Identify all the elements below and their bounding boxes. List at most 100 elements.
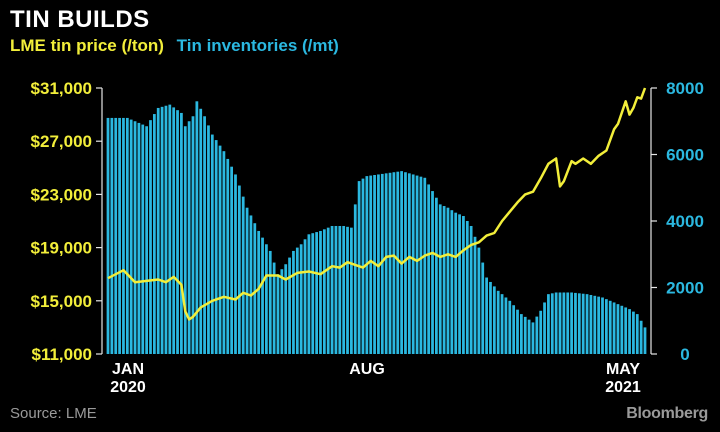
inventory-bar: [508, 300, 512, 354]
inventory-bar: [307, 234, 311, 354]
inventory-bar: [639, 320, 643, 354]
inventory-bar: [550, 293, 554, 354]
right-axis-tick-label: 2000: [666, 279, 704, 298]
inventory-bar: [519, 314, 523, 354]
inventory-bar: [145, 126, 149, 355]
inventory-bar: [338, 225, 342, 354]
left-axis-tick-label: $19,000: [31, 239, 92, 258]
right-axis-tick-label: 8000: [666, 79, 704, 98]
right-axis-tick-label: 0: [680, 345, 689, 364]
inventory-bar: [481, 262, 485, 354]
inventory-bar: [110, 117, 114, 355]
inventory-bar: [210, 134, 214, 354]
inventory-bar: [207, 125, 210, 354]
inventory-bar: [226, 158, 230, 354]
inventory-bar: [180, 112, 183, 354]
x-axis-tick-label: 2020: [110, 379, 146, 396]
inventory-bar: [295, 247, 299, 354]
inventory-bar: [585, 294, 589, 354]
inventory-bar: [172, 107, 176, 355]
inventory-bar: [407, 173, 411, 354]
inventory-bar: [547, 294, 550, 354]
inventory-bar: [597, 296, 601, 354]
inventory-bar: [350, 227, 353, 354]
inventory-bar: [465, 221, 469, 354]
inventory-bar: [477, 247, 481, 354]
inventory-bar: [164, 105, 168, 354]
inventory-bar: [535, 316, 539, 354]
inventory-bar: [353, 204, 357, 355]
inventory-bar: [388, 172, 392, 354]
inventory-bar: [392, 172, 396, 354]
inventory-bar: [492, 286, 496, 354]
inventory-bar: [635, 314, 639, 354]
inventory-bar: [114, 117, 118, 355]
inventory-bar: [527, 319, 531, 354]
inventory-bar: [643, 327, 647, 354]
legend-price-label: LME tin price (/ton): [10, 36, 164, 55]
inventory-bar: [577, 293, 581, 354]
inventory-bar: [118, 117, 121, 355]
inventory-bar: [122, 117, 125, 355]
inventory-bar: [500, 294, 504, 354]
inventory-bar: [129, 119, 133, 354]
inventory-bar: [245, 207, 249, 354]
bloomberg-logo: Bloomberg: [626, 405, 708, 422]
inventory-bar: [531, 322, 535, 354]
x-axis-tick-label: MAY: [606, 361, 640, 378]
inventory-bar: [218, 145, 222, 354]
inventory-bar: [152, 114, 156, 354]
inventory-bar: [261, 237, 264, 355]
inventory-bar: [384, 173, 388, 354]
inventory-bar: [311, 233, 315, 354]
inventory-bar: [292, 250, 295, 354]
inventory-bar: [593, 295, 597, 354]
left-axis-tick-label: $11,000: [31, 345, 92, 364]
inventory-bar: [199, 108, 203, 354]
inventory-bar: [404, 172, 407, 354]
inventory-bar: [230, 166, 234, 354]
inventory-bar: [168, 104, 172, 355]
left-axis-tick-label: $15,000: [31, 292, 92, 311]
x-axis-tick-label: 2021: [605, 379, 641, 396]
legend-inventory-label: Tin inventories (/mt): [176, 36, 339, 55]
inventory-bar: [450, 210, 454, 354]
inventory-bar: [214, 140, 218, 354]
x-axis-tick-label: AUG: [349, 361, 385, 378]
inventory-bar: [624, 307, 628, 354]
inventory-bar: [415, 175, 419, 354]
left-axis-tick-label: $31,000: [31, 79, 92, 98]
inventory-bar: [326, 227, 330, 354]
inventory-bar: [462, 216, 465, 354]
inventory-bar: [141, 124, 145, 354]
inventory-bar: [237, 185, 241, 354]
inventory-bar: [319, 230, 322, 354]
inventory-bar: [554, 292, 558, 354]
inventory-bar: [342, 225, 346, 354]
inventory-bar: [562, 292, 566, 354]
inventory-bar: [265, 244, 268, 354]
inventory-bar: [222, 151, 226, 354]
inventory-bar: [504, 297, 508, 354]
inventory-bar: [454, 212, 458, 354]
inventory-bar: [539, 310, 543, 354]
inventory-bar: [191, 116, 195, 354]
inventory-bar: [272, 262, 276, 354]
inventory-bar: [156, 107, 160, 354]
inventory-bar: [280, 269, 284, 354]
inventory-bar: [241, 196, 245, 354]
inventory-bar: [195, 101, 199, 354]
inventory-bar: [570, 292, 573, 354]
inventory-bar: [268, 250, 272, 354]
inventory-bar: [543, 302, 546, 354]
price-line: [107, 87, 647, 321]
inventory-bar: [183, 126, 187, 355]
inventory-bar: [442, 206, 446, 354]
inventory-bar: [299, 244, 303, 354]
inventory-bar: [628, 309, 631, 354]
inventory-bar: [423, 177, 427, 354]
inventory-bar: [438, 204, 442, 355]
inventory-bar: [608, 300, 612, 354]
